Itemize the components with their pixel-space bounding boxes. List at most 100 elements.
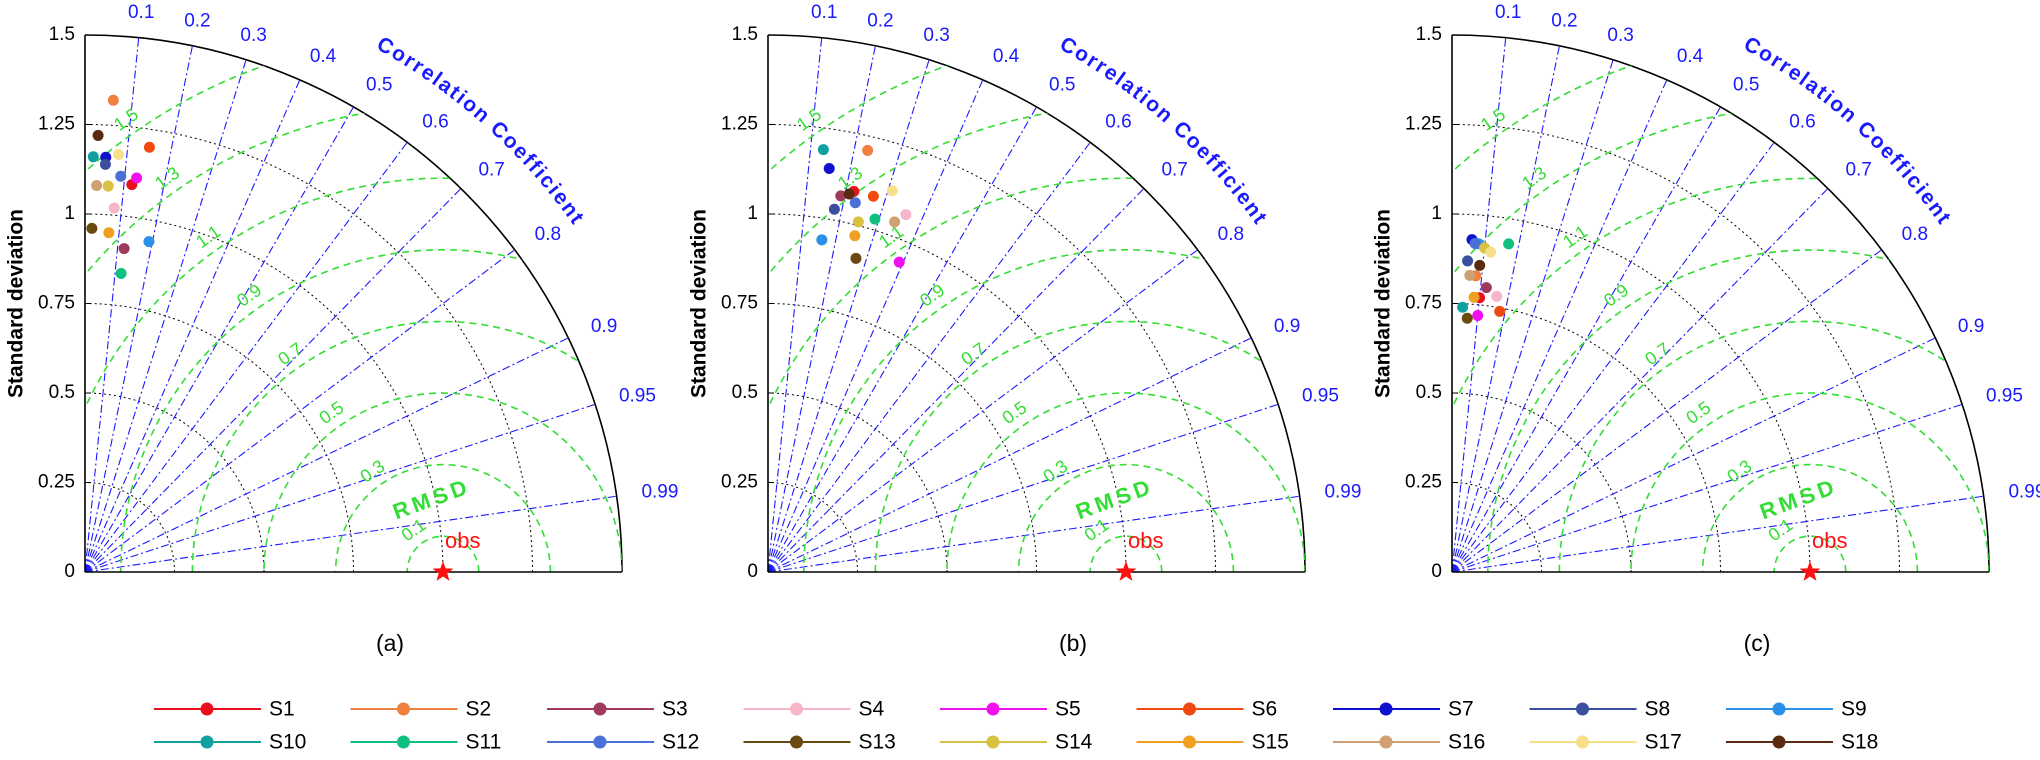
corr-tick-label: 0.99 — [2008, 482, 2040, 503]
std-grid-arc — [84, 303, 354, 573]
legend-label: S9 — [1841, 698, 1867, 721]
rmsd-arc — [1558, 320, 1989, 572]
taylor-panel: 0 0.25 0.5 0.75 1 1.25 1.5 0.1 0.2 0.3 0.4 0.5 0.6 0.… — [5, 2, 679, 656]
model-point — [1491, 290, 1503, 302]
legend-marker — [397, 735, 410, 749]
std-grid-arc — [1451, 213, 1811, 573]
corr-tick-label: 0.2 — [867, 10, 893, 31]
legend-label: S1 — [269, 698, 295, 721]
legend-marker — [1183, 702, 1196, 716]
legend-marker — [397, 702, 410, 716]
obs-label: obs — [445, 528, 480, 553]
panel-label: (b) — [1059, 630, 1087, 656]
corr-tick-label: 0.9 — [1274, 316, 1300, 337]
obs-star — [432, 561, 454, 581]
model-point — [1469, 237, 1481, 249]
model-point — [115, 267, 127, 279]
corr-axis-title-path: Correlation Coefficient — [1740, 32, 1955, 230]
model-point — [869, 213, 881, 225]
model-point — [113, 148, 125, 160]
obs-star — [1799, 561, 1821, 581]
corr-grid-line — [767, 106, 1037, 573]
y-tick-label: 0.25 — [721, 472, 758, 493]
legend-marker — [593, 702, 607, 716]
corr-tick-label: 0.9 — [591, 316, 617, 337]
outer-arc — [767, 34, 1306, 573]
model-point — [102, 180, 114, 192]
legend-marker — [790, 735, 803, 749]
legend: S1 S2 S3 S4 S5 S6 S7 S8 S9 S10 S11 S12 S13 S14 S15 S16 S… — [154, 698, 1878, 754]
y-tick-label: 1.5 — [1416, 24, 1442, 45]
std-grid-arc — [767, 482, 858, 573]
corr-axis-title-path: Correlation Coefficient — [1056, 32, 1271, 230]
legend-label: S7 — [1448, 698, 1474, 721]
legend-marker — [1379, 702, 1393, 716]
model-point — [1480, 282, 1492, 294]
corr-grid-line — [767, 142, 1091, 573]
y-axis-title: Standard deviation — [688, 209, 711, 398]
rmsd-arc — [768, 177, 1305, 572]
rmsd-arc — [1017, 463, 1235, 572]
model-point — [107, 94, 119, 106]
rmsd-arc — [803, 249, 1305, 572]
y-tick-label: 1.5 — [49, 24, 75, 45]
legend-marker — [1772, 702, 1786, 716]
y-tick-label: 1.25 — [38, 114, 75, 135]
legend-marker — [1772, 735, 1786, 749]
std-grid-arc — [1451, 392, 1632, 573]
model-point — [1494, 305, 1506, 317]
model-point — [1503, 238, 1515, 250]
corr-grid-line — [767, 337, 1252, 573]
model-point — [843, 188, 855, 200]
corr-grid-line — [1451, 403, 1963, 573]
model-point — [852, 216, 864, 228]
corr-grid-line — [84, 337, 569, 573]
model-point — [99, 158, 111, 170]
legend-label: S17 — [1645, 731, 1682, 754]
legend-marker — [200, 702, 214, 716]
corr-axis-title-path: Correlation Coefficient — [373, 32, 588, 230]
corr-tick-label: 0.7 — [1161, 160, 1187, 181]
y-tick-label: 0.5 — [49, 382, 75, 403]
corr-tick-label: 0.5 — [1733, 74, 1759, 95]
y-tick-label: 1.25 — [1405, 114, 1442, 135]
model-point — [835, 190, 847, 202]
corr-grid-line — [767, 249, 1198, 573]
y-tick-label: 0.5 — [732, 382, 758, 403]
corr-tick-label: 0.3 — [240, 25, 266, 46]
corr-axis-title: Correlation Coefficient — [1740, 32, 1957, 230]
legend-marker — [986, 735, 1000, 749]
std-grid-arc — [84, 482, 175, 573]
model-point — [86, 222, 98, 234]
obs-label: obs — [1812, 528, 1847, 553]
std-grid-arc — [767, 124, 1216, 573]
panel-label: (c) — [1744, 630, 1771, 656]
y-tick-label: 1 — [64, 203, 75, 224]
obs-label: obs — [1128, 528, 1163, 553]
legend-label: S8 — [1645, 698, 1671, 721]
rmsd-arc — [85, 177, 622, 572]
model-point — [849, 197, 861, 209]
legend-label: S5 — [1055, 698, 1081, 721]
model-point — [87, 151, 99, 163]
panel-label: (a) — [376, 630, 404, 656]
corr-tick-label: 0.4 — [310, 46, 337, 67]
corr-tick-label: 0.1 — [128, 2, 154, 23]
legend-marker — [1576, 702, 1589, 716]
y-tick-label: 0.5 — [1416, 382, 1442, 403]
corr-tick-label: 0.5 — [1049, 74, 1075, 95]
model-point — [92, 129, 104, 141]
legend-label: S18 — [1841, 731, 1878, 754]
y-tick-label: 1 — [1431, 203, 1442, 224]
corr-grid-line — [1451, 188, 1829, 573]
rmsd-arc — [334, 463, 552, 572]
corr-grid-line — [1451, 37, 1507, 573]
model-point — [143, 236, 155, 248]
taylor-panel: 0 0.25 0.5 0.75 1 1.25 1.5 0.1 0.2 0.3 0.4 0.5 0.6 0.… — [1372, 2, 2040, 656]
corr-grid-line — [767, 79, 984, 573]
legend-marker — [790, 702, 803, 716]
model-point — [1468, 291, 1480, 303]
legend-label: S12 — [662, 731, 699, 754]
rmsd-arc — [120, 249, 622, 572]
